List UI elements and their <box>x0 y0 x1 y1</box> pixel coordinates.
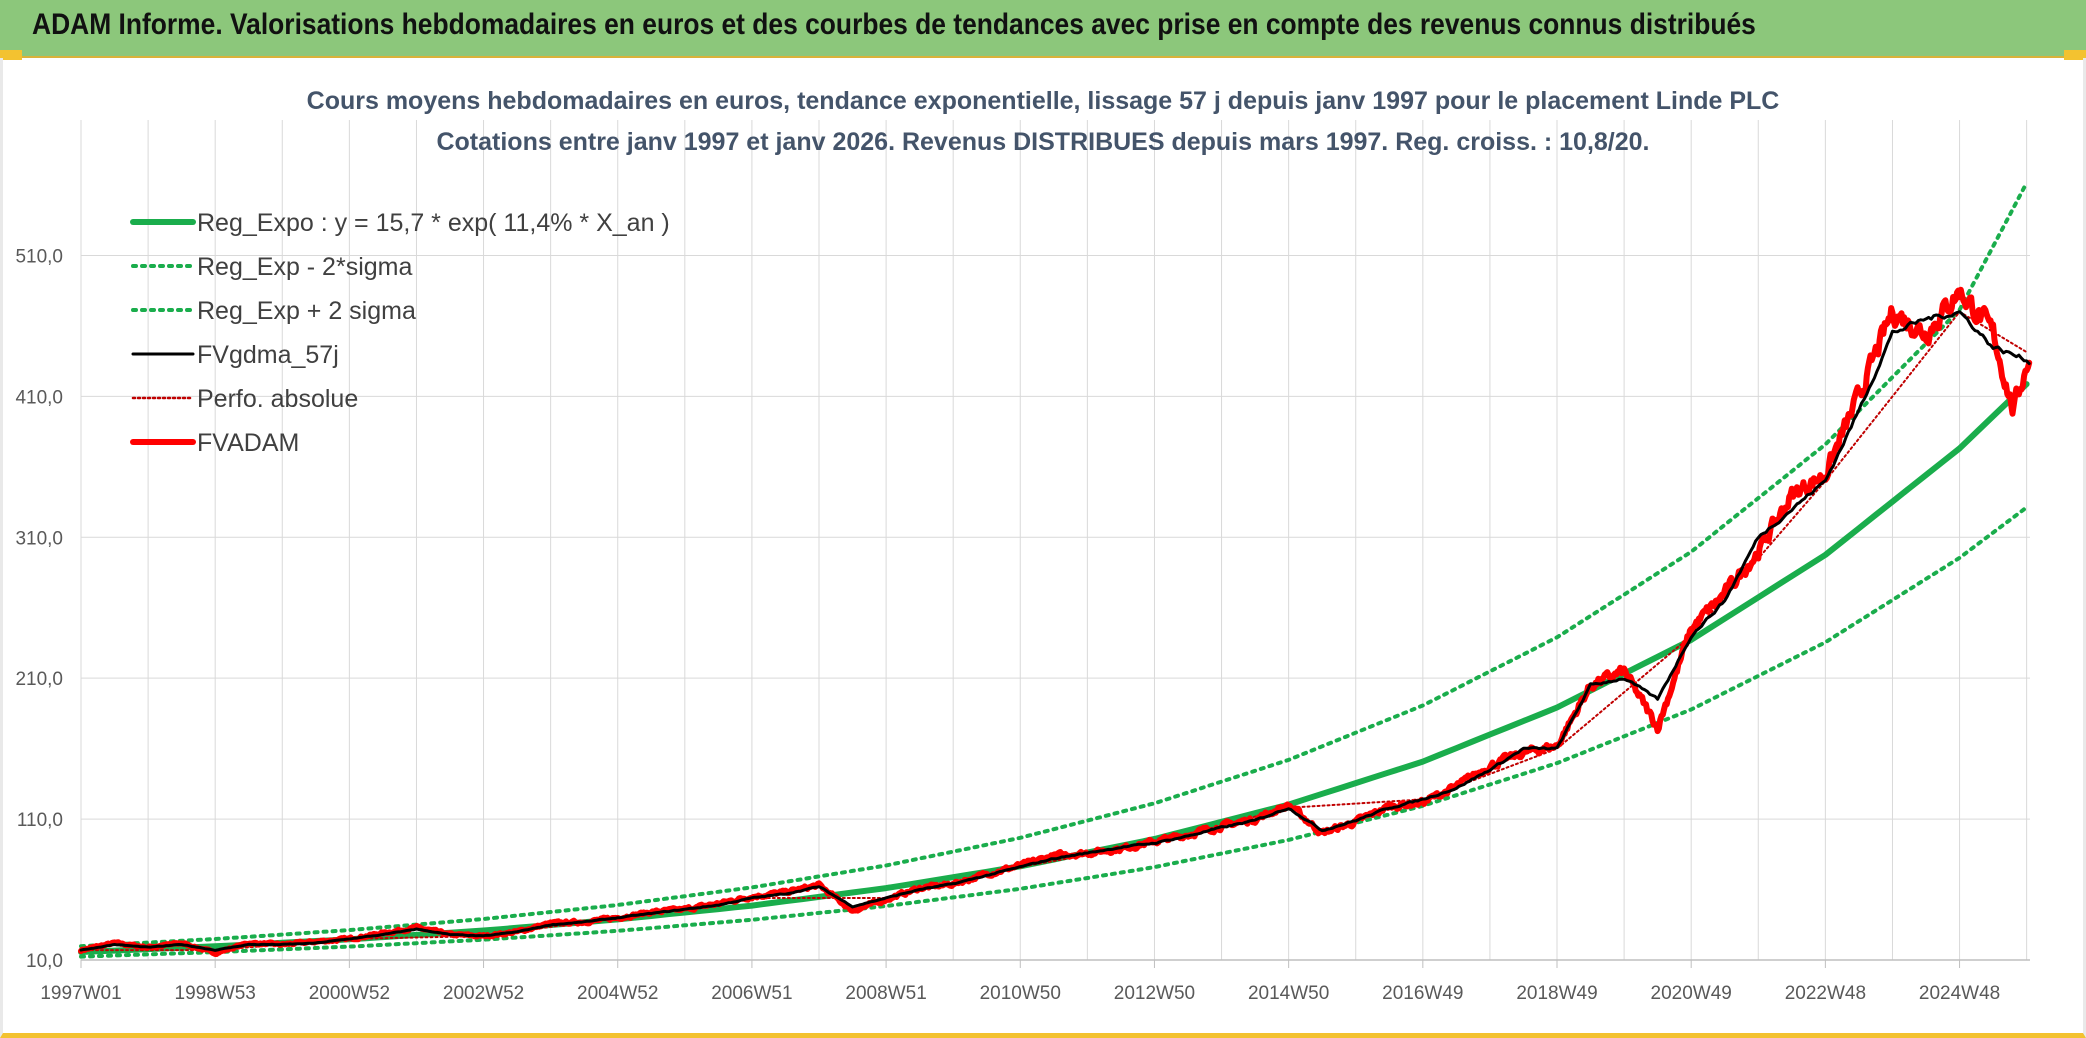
legend-label: Reg_Exp - 2*sigma <box>197 253 412 281</box>
series-line-reg-exp-plus-2sigma <box>79 180 2029 949</box>
x-tick-label: 2016W49 <box>1382 983 1463 1004</box>
y-tick-label: 310,0 <box>15 528 63 549</box>
series-line-fvadam <box>78 286 2033 957</box>
report-title: ADAM Informe. Valorisations hebdomadaire… <box>32 8 1756 41</box>
legend-label: Reg_Expo : y = 15,7 * exp( 11,4% * X_an … <box>197 209 670 237</box>
x-tick-label: 2006W51 <box>711 983 792 1004</box>
exponential-trend-chart: Cours moyens hebdomadaires en euros, ten… <box>15 87 2033 1004</box>
legend-label: FVgdma_57j <box>197 341 339 369</box>
x-tick-label: 2000W52 <box>309 983 390 1004</box>
series-line-reg-expo <box>78 381 2030 955</box>
series-line-fvgdma-57j <box>79 310 2031 952</box>
chart-subtitle: Cotations entre janv 1997 et janv 2026. … <box>436 128 1649 156</box>
x-tick-label: 2004W52 <box>577 983 658 1004</box>
grid-layer <box>80 120 2030 961</box>
header-corner-right <box>2064 50 2086 60</box>
y-tick-label: 210,0 <box>15 669 63 690</box>
x-tick-label: 2022W48 <box>1785 983 1866 1004</box>
series-layer <box>78 180 2033 959</box>
header-corner-left <box>0 50 22 60</box>
x-tick-label: 2024W48 <box>1919 983 2000 1004</box>
x-tick-label: 2010W50 <box>980 983 1061 1004</box>
chart-frame: Cours moyens hebdomadaires en euros, ten… <box>0 58 2086 1038</box>
legend-label: FVADAM <box>197 429 299 457</box>
y-tick-label: 10,0 <box>26 951 63 972</box>
legend-label: Reg_Exp + 2 sigma <box>197 297 416 325</box>
y-tick-label: 410,0 <box>15 387 63 408</box>
x-tick-label: 1997W01 <box>40 983 121 1004</box>
y-tick-label: 510,0 <box>15 246 63 267</box>
y-tick-label: 110,0 <box>17 810 63 831</box>
x-tick-label: 2012W50 <box>1114 983 1195 1004</box>
x-tick-label: 2018W49 <box>1516 983 1597 1004</box>
legend-label: Perfo. absolue <box>197 385 358 413</box>
series-line-reg-exp-minus-2sigma <box>79 505 2029 959</box>
x-tick-label: 2014W50 <box>1248 983 1329 1004</box>
x-tick-label: 2008W51 <box>845 983 926 1004</box>
report-header: ADAM Informe. Valorisations hebdomadaire… <box>0 0 2086 58</box>
chart-title: Cours moyens hebdomadaires en euros, ten… <box>307 87 1780 115</box>
x-tick-label: 2020W49 <box>1651 983 1732 1004</box>
x-tick-label: 2002W52 <box>443 983 524 1004</box>
chart-legend: Reg_Expo : y = 15,7 * exp( 11,4% * X_an … <box>130 209 670 457</box>
x-tick-label: 1998W53 <box>175 983 256 1004</box>
axis-layer: 10,0 110,0 210,0 310,0 410,0 510,0 1997W01 1998… <box>15 246 2030 1004</box>
